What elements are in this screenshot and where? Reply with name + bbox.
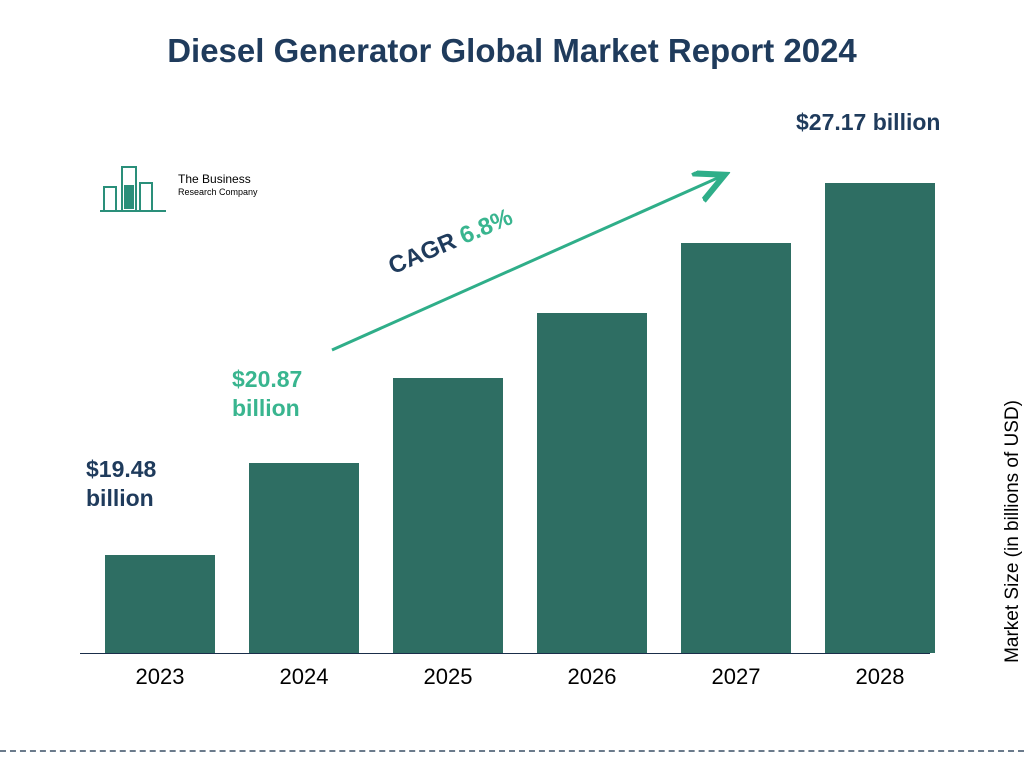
x-axis-tick-label: 2025 (388, 658, 508, 690)
bar-wrap (820, 183, 940, 653)
x-axis-tick-label: 2028 (820, 658, 940, 690)
bars-container (80, 153, 960, 653)
bar (825, 183, 935, 653)
bar-wrap (100, 555, 220, 653)
bar-wrap (388, 378, 508, 653)
bar (681, 243, 791, 653)
x-axis-line (80, 653, 930, 654)
bar-wrap (532, 313, 652, 653)
bar (249, 463, 359, 653)
x-axis-labels: 2023 2024 2025 2026 2027 2028 (80, 658, 960, 690)
x-axis-tick-label: 2024 (244, 658, 364, 690)
bar-value-label: $20.87 billion (232, 365, 362, 423)
bar-wrap (676, 243, 796, 653)
bar (105, 555, 215, 653)
y-axis-label: Market Size (in billions of USD) (1002, 400, 1024, 663)
x-axis-tick-label: 2027 (676, 658, 796, 690)
bar-value-label: $27.17 billion (796, 108, 996, 137)
footer-divider (0, 750, 1024, 752)
bar-value-label: $19.48 billion (86, 455, 216, 513)
x-axis-tick-label: 2026 (532, 658, 652, 690)
bar (393, 378, 503, 653)
chart-title: Diesel Generator Global Market Report 20… (0, 0, 1024, 70)
bar (537, 313, 647, 653)
bar-wrap (244, 463, 364, 653)
x-axis-tick-label: 2023 (100, 658, 220, 690)
